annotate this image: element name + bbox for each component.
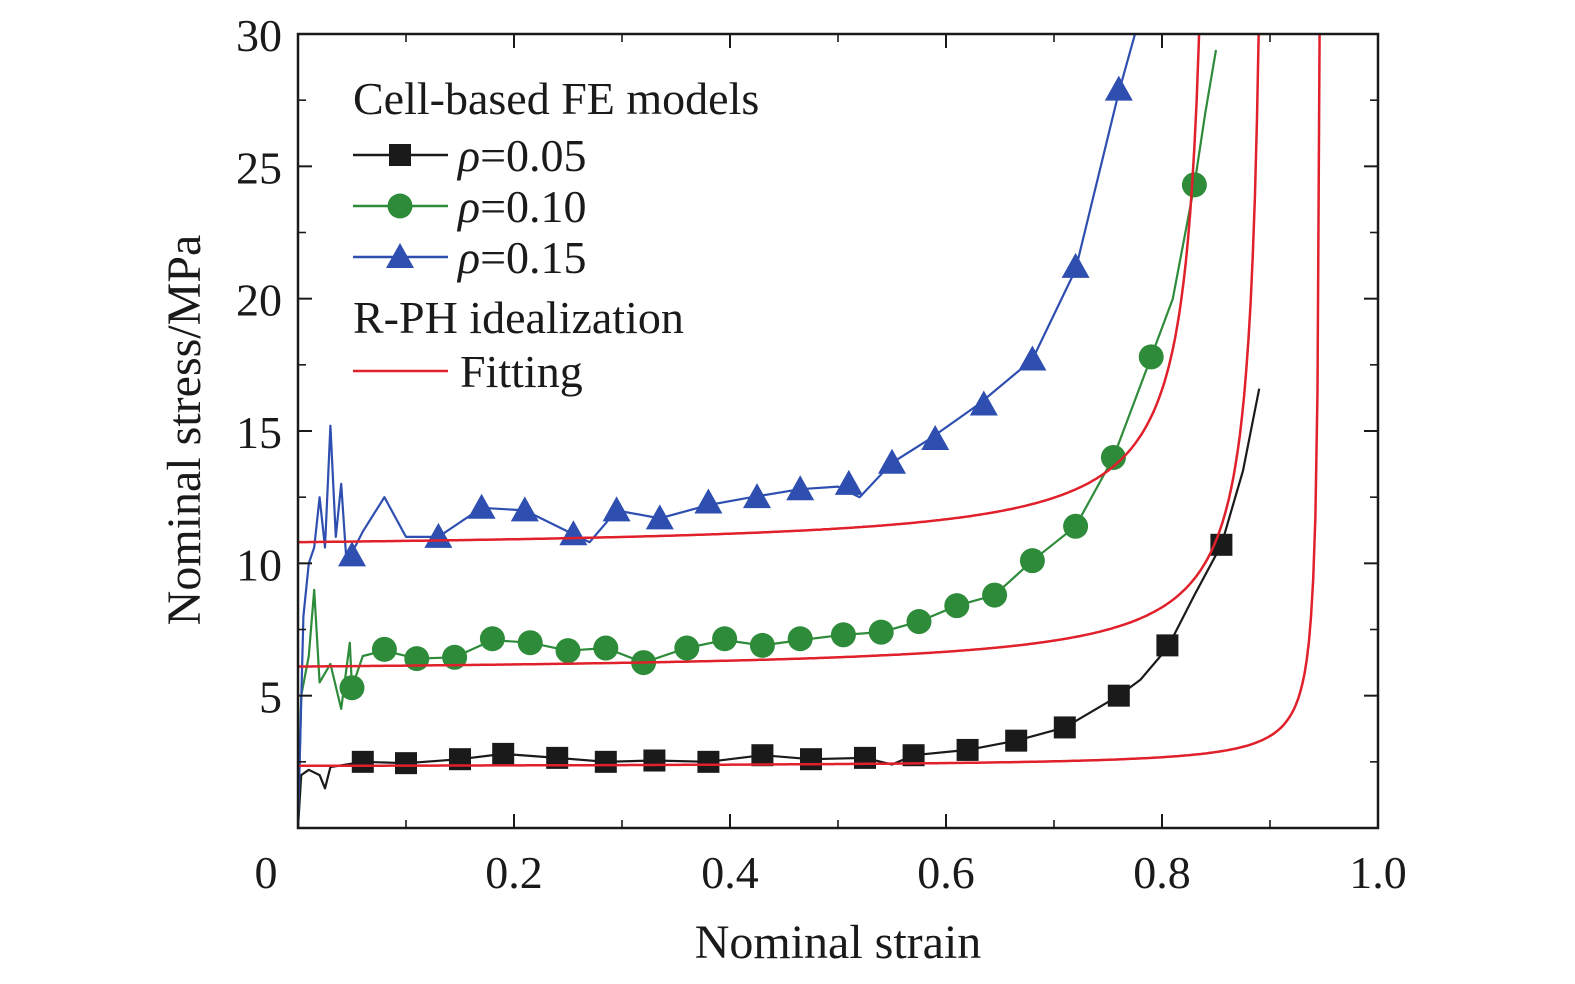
data-point-1-3: [449, 748, 471, 771]
data-point-3-14: [969, 390, 998, 416]
data-point-3-4: [510, 496, 539, 522]
y-tick-label: 5: [259, 672, 282, 723]
data-point-1-12: [902, 744, 925, 767]
legend-entries: ρ=0.05ρ=0.10ρ=0.15: [353, 130, 587, 283]
data-point-2-11: [712, 626, 738, 652]
data-point-2-22: [1138, 344, 1164, 370]
legend-heading-fe: Cell-based FE models: [353, 73, 759, 124]
data-point-1-6: [594, 750, 617, 773]
data-point-1-4: [492, 742, 515, 765]
y-tick-label: 20: [236, 275, 282, 326]
y-tick-label: 25: [236, 142, 282, 193]
x-tick-label: 0: [255, 847, 278, 898]
fe-curve-1: [298, 388, 1261, 828]
data-point-3-3: [467, 493, 496, 519]
data-point-1-7: [643, 749, 666, 772]
data-point-2-19: [1019, 548, 1045, 574]
data-point-2-8: [593, 635, 619, 661]
data-point-2-2: [371, 636, 397, 662]
legend-entry-2: ρ=0.10: [353, 181, 587, 232]
data-point-3-12: [878, 448, 906, 474]
data-point-2-7: [555, 638, 581, 664]
fe-curve-2: [298, 49, 1218, 828]
axes-layer: 0 0.2 0.4 0.6 0.8 1.0 5 10 15 20 25 30: [236, 10, 1407, 898]
data-point-1-16: [1107, 684, 1130, 707]
series-2: [298, 49, 1218, 828]
legend-marker: [386, 243, 414, 268]
data-point-2-12: [749, 632, 775, 658]
data-point-1-1: [351, 750, 374, 773]
legend-heading-fit: R-PH idealization: [353, 292, 684, 343]
data-point-1-11: [854, 746, 876, 769]
data-point-3-17: [1104, 75, 1133, 101]
series-layer: [298, 34, 1321, 828]
data-point-1-13: [956, 738, 979, 761]
data-point-1-17: [1156, 634, 1179, 657]
y-axis-title: Nominal stress/MPa: [158, 235, 211, 626]
data-point-1-10: [800, 748, 822, 771]
data-point-3-15: [1018, 345, 1047, 371]
fe-curve-3: [298, 34, 1137, 828]
legend-label: ρ=0.15: [456, 232, 587, 283]
data-point-2-16: [906, 609, 932, 635]
data-point-2-17: [944, 593, 970, 619]
data-point-2-14: [830, 622, 856, 648]
data-point-3-11: [834, 469, 863, 495]
data-point-3-1: [338, 541, 366, 567]
data-point-2-23: [1181, 172, 1207, 198]
x-tick-label: 1.0: [1349, 847, 1407, 898]
data-point-3-10: [786, 475, 815, 501]
legend-fit-label: Fitting: [460, 346, 583, 397]
data-point-2-4: [442, 644, 468, 670]
y-tick-label: 30: [236, 10, 282, 61]
fit-curve-2: [298, 34, 1260, 668]
data-point-1-15: [1053, 716, 1076, 739]
data-point-2-13: [787, 626, 813, 652]
x-tick-label: 0.6: [917, 847, 975, 898]
legend-marker: [387, 193, 413, 219]
data-point-2-20: [1063, 513, 1089, 539]
data-point-3-7: [645, 504, 674, 530]
data-point-2-15: [868, 619, 894, 645]
x-tick-label: 0.2: [485, 847, 543, 898]
legend-marker: [389, 144, 411, 166]
data-point-1-8: [697, 750, 720, 773]
data-point-3-5: [559, 520, 588, 546]
data-point-1-2: [395, 752, 417, 775]
data-point-2-5: [479, 626, 505, 652]
data-point-3-8: [694, 488, 723, 514]
data-point-2-18: [982, 582, 1008, 608]
legend-entry-1: ρ=0.05: [353, 130, 587, 181]
legend: Cell-based FE models ρ=0.05ρ=0.10ρ=0.15 …: [353, 73, 759, 397]
y-tick-label: 10: [236, 539, 282, 590]
legend-label: ρ=0.05: [456, 130, 587, 181]
data-point-1-9: [751, 744, 774, 767]
legend-label: ρ=0.10: [456, 181, 587, 232]
data-point-3-16: [1061, 252, 1090, 278]
fit-curve-3: [298, 34, 1201, 544]
data-point-2-21: [1100, 444, 1126, 470]
data-point-1-5: [546, 746, 569, 769]
y-tick-label: 15: [236, 407, 282, 458]
fit-curve-1: [298, 34, 1321, 768]
series-3: [298, 34, 1137, 828]
x-tick-label: 0.4: [701, 847, 759, 898]
data-point-2-3: [404, 646, 430, 672]
data-point-2-10: [674, 635, 700, 661]
legend-entry-3: ρ=0.15: [353, 232, 587, 283]
x-axis-title: Nominal strain: [695, 916, 982, 969]
data-point-2-6: [517, 630, 543, 656]
data-point-3-6: [602, 496, 631, 522]
data-point-1-14: [1005, 729, 1028, 752]
data-point-3-2: [424, 522, 453, 548]
x-tick-label: 0.8: [1133, 847, 1191, 898]
data-point-3-13: [921, 424, 950, 450]
data-point-2-1: [339, 675, 365, 701]
data-point-3-9: [743, 483, 771, 509]
